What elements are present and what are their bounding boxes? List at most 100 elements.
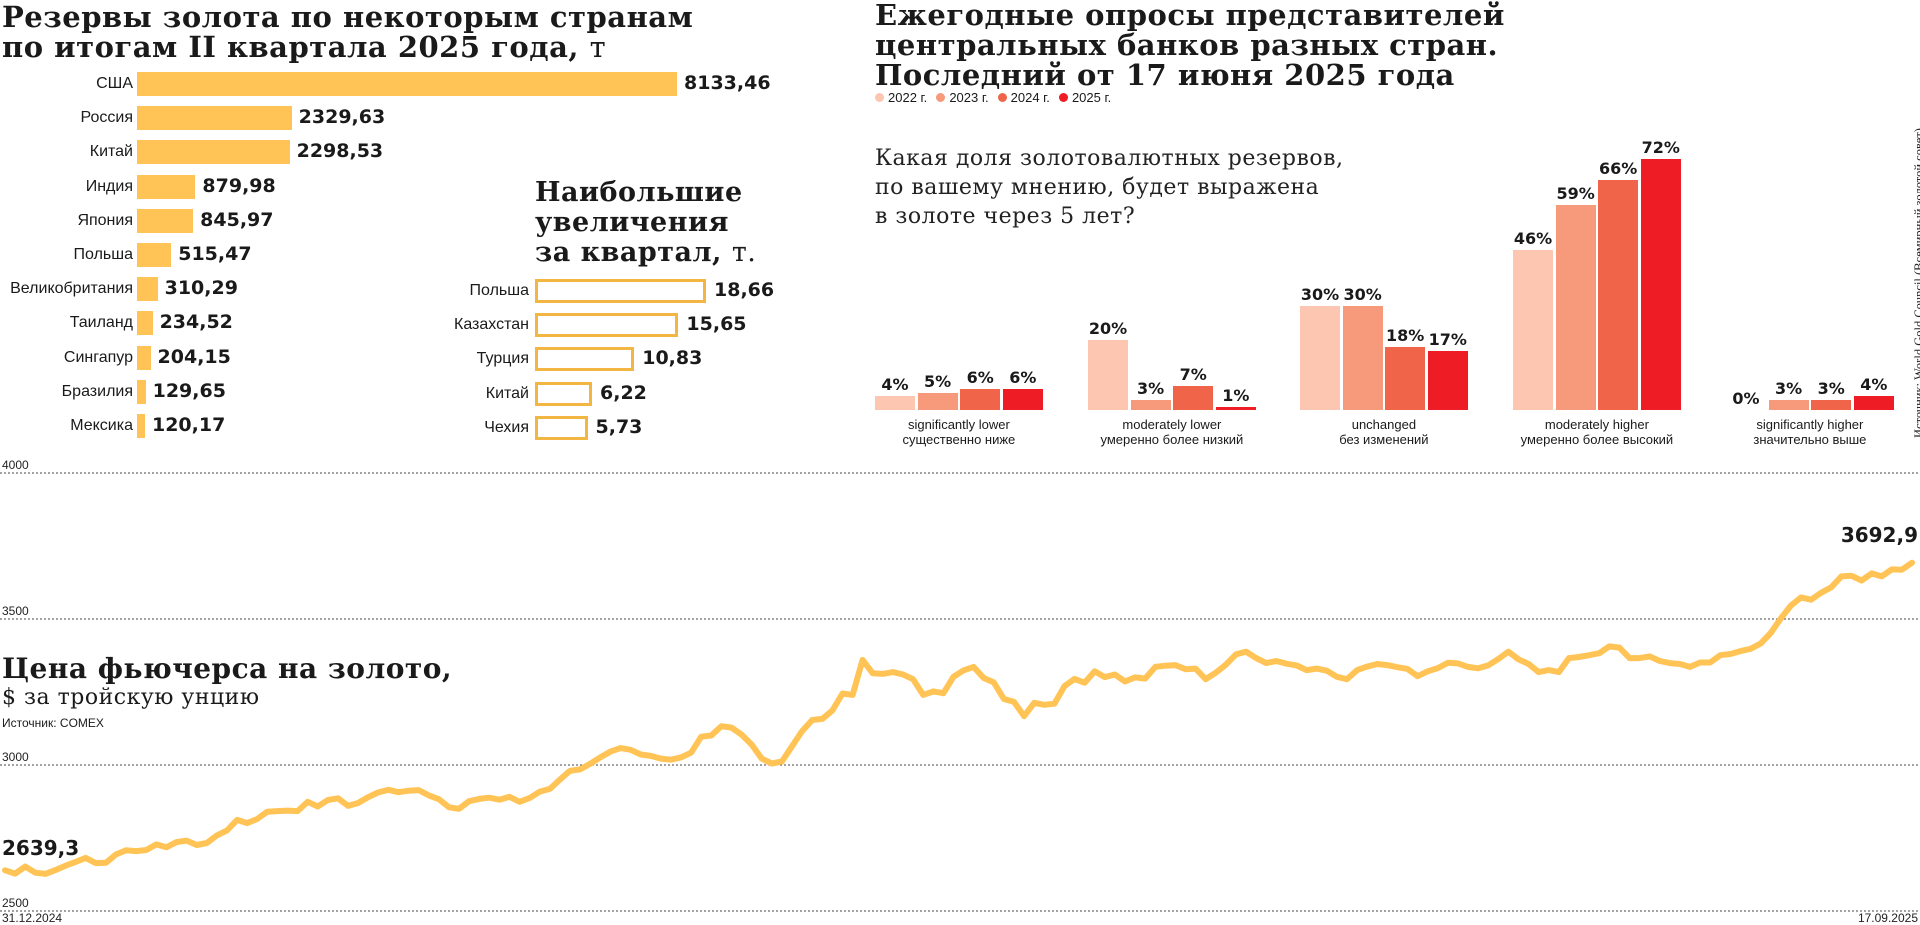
- futures-title: Цена фьючерса на золото,: [2, 652, 453, 685]
- increases-bar-item-0: [535, 279, 706, 303]
- reserves-label-item-0: США: [96, 75, 133, 92]
- reserves-title-unit: т: [589, 30, 607, 64]
- increases-label-item-4: Чехия: [484, 418, 529, 436]
- reserves-title-line1: Резервы золота по некоторым странам: [2, 0, 694, 34]
- survey-value-g2-s1: 30%: [1343, 284, 1382, 304]
- survey-category-ru-item-0: существенно ниже: [902, 432, 1016, 447]
- increases-value-item-0: 18,66: [714, 279, 775, 301]
- reserves-bar-item-1: [137, 106, 292, 131]
- survey-value-g4-s2: 3%: [1817, 378, 1845, 398]
- reserves-bar-item-3: [137, 174, 196, 199]
- reserves-title-line2: по итогам II квартала 2025 года, т: [2, 32, 693, 62]
- survey-legend: 2022 г. 2023 г. 2024 г. 2025 г.: [875, 90, 1120, 105]
- survey-category-en-item-0: significantly lower: [907, 417, 1010, 432]
- reserves-value-item-9: 129,65: [152, 379, 226, 402]
- survey-bar-g1-s3: [1215, 406, 1256, 410]
- increases-value-item-4: 5,73: [595, 415, 643, 438]
- increases-value-item-1: 15,65: [686, 313, 747, 336]
- survey-value-g3-s0: 46%: [1513, 228, 1553, 248]
- reserves-value-item-2: 2298,53: [296, 140, 384, 163]
- survey-category-en-item-1: moderately lower: [1122, 417, 1222, 432]
- survey-category-en-item-2: unchanged: [1351, 417, 1417, 432]
- legend-label-item-0: 2022 г.: [888, 90, 928, 105]
- reserves-label-item-5: Польша: [73, 246, 133, 263]
- increases-title: Наибольшие увеличения за квартал, т.: [535, 178, 756, 268]
- legend-label-item-3: 2025 г.: [1071, 90, 1112, 105]
- end-value-label: 3692,9: [1840, 522, 1918, 547]
- survey-bar-g2-s3: [1427, 350, 1468, 410]
- reserves-bar-item-9: [137, 379, 146, 404]
- legend-entry-item-0: 2022 г.: [875, 90, 927, 105]
- reserves-value-item-7: 234,52: [159, 311, 233, 334]
- y-tick-4000: 4000: [2, 458, 29, 472]
- survey-bar-g4-s1: [1768, 399, 1809, 410]
- survey-title-line1: Ежегодные опросы представителей: [875, 0, 1505, 32]
- survey-value-g4-s1: 3%: [1775, 378, 1803, 398]
- reserves-bar-item-4: [137, 208, 194, 233]
- survey-value-g1-s3: 1%: [1222, 385, 1250, 405]
- survey-bar-g4-s3: [1853, 396, 1894, 410]
- survey-bar-g2-s0: [1300, 305, 1340, 410]
- y-tick-3500: 3500: [2, 604, 29, 618]
- increases-title-line1: Наибольшие: [535, 177, 743, 208]
- reserves-title-line2-text: по итогам II квартала 2025 года,: [2, 30, 579, 64]
- survey-value-g0-s0: 4%: [881, 375, 909, 395]
- reserves-label-item-10: Мексика: [70, 417, 133, 434]
- reserves-label-item-3: Индия: [85, 177, 133, 195]
- y-tick-3000: 3000: [2, 750, 29, 764]
- increases-label-item-2: Турция: [476, 350, 529, 368]
- survey-value-g4-s0: 0%: [1732, 389, 1760, 408]
- increases-bar-item-2: [535, 347, 635, 372]
- legend-swatch-item-1: [936, 93, 946, 102]
- survey-value-g0-s3: 6%: [1009, 368, 1037, 388]
- survey-value-g1-s2: 7%: [1179, 364, 1207, 384]
- survey-bar-g0-s3: [1002, 389, 1043, 410]
- reserves-label-item-2: Китай: [89, 143, 133, 161]
- reserves-value-item-0: 8133,46: [684, 72, 771, 94]
- increases-label-item-0: Польша: [469, 282, 529, 299]
- legend-entry-item-3: 2025 г.: [1058, 90, 1112, 105]
- survey-bar-g4-s2: [1811, 399, 1852, 410]
- legend-label-item-2: 2024 г.: [1010, 90, 1050, 105]
- survey-question-line2: по вашему мнению, будет выражена: [875, 175, 1320, 200]
- reserves-label-item-8: Сингапур: [63, 348, 133, 366]
- survey-category-ru-item-2: без изменений: [1339, 432, 1429, 447]
- increases-value-item-2: 10,83: [642, 347, 703, 370]
- reserves-value-item-6: 310,29: [164, 277, 238, 300]
- x-end-label: 17.09.2025: [1857, 911, 1918, 925]
- survey-value-g3-s1: 59%: [1556, 183, 1595, 203]
- survey-category-ru-item-1: умеренно более низкий: [1100, 432, 1244, 447]
- legend-label-item-1: 2023 г.: [949, 90, 989, 105]
- reserves-bar-item-0: [137, 72, 677, 96]
- survey-bar-g1-s0: [1088, 340, 1128, 410]
- legend-swatch-item-2: [997, 93, 1007, 102]
- survey-question-line1: Какая доля золотовалютных резервов,: [875, 146, 1344, 171]
- survey-value-g2-s2: 18%: [1386, 326, 1425, 346]
- reserves-value-item-5: 515,47: [178, 243, 252, 265]
- reserves-label-item-7: Таиланд: [69, 314, 133, 332]
- start-value-label: 2639,3: [2, 836, 80, 861]
- survey-question: Какая доля золотовалютных резервов, по в…: [875, 144, 1344, 231]
- reserves-label-item-1: Россия: [80, 109, 133, 127]
- increases-bar-item-1: [535, 313, 679, 338]
- reserves-label-item-4: Япония: [77, 211, 133, 229]
- survey-bar-g0-s2: [960, 389, 1001, 410]
- futures-price-line: [2, 559, 1915, 877]
- increases-value-item-3: 6,22: [600, 381, 647, 404]
- legend-swatch-item-0: [875, 93, 884, 102]
- survey-value-g3-s3: 72%: [1641, 138, 1680, 158]
- increases-title-line2: увеличения: [535, 207, 729, 238]
- survey-title-line3: Последний от 17 июня 2025 года: [875, 58, 1455, 92]
- reserves-value-item-4: 845,97: [200, 208, 274, 231]
- survey-bar-g2-s2: [1385, 347, 1426, 410]
- reserves-bar-item-8: [137, 345, 151, 370]
- reserves-bar-item-2: [137, 140, 290, 165]
- futures-subtitle: $ за тройскую унцию: [2, 685, 260, 710]
- survey-bar-g3-s1: [1555, 204, 1596, 410]
- survey-value-g3-s2: 66%: [1599, 159, 1638, 179]
- survey-question-line3: в золоте через 5 лет?: [875, 204, 1136, 229]
- survey-category-ru-item-3: умеренно более высокий: [1520, 432, 1674, 447]
- survey-value-g2-s3: 17%: [1428, 329, 1467, 349]
- survey-category-en-item-3: moderately higher: [1544, 417, 1649, 432]
